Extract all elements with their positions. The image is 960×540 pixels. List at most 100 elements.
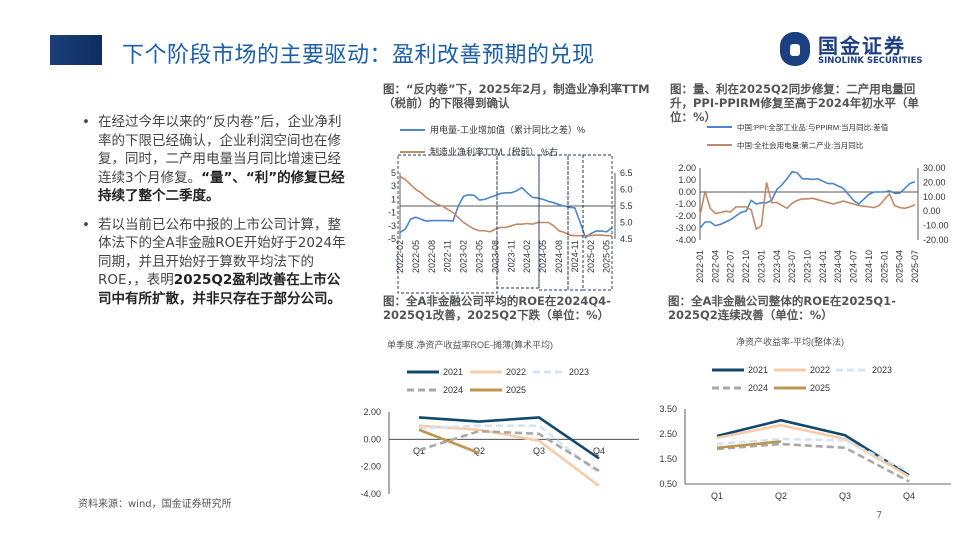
series-line-2025 [716, 440, 782, 450]
bullet-list: 在经过今年以来的“反内卷”后，企业净利率的下限已经确认，企业利润空间也在修复，同… [78, 113, 350, 318]
y-tick-label: -1.00 [675, 199, 696, 209]
y-tick-label: -3.00 [675, 223, 696, 233]
x-tick-label: Q2 [473, 446, 485, 456]
x-tick-label: 2024-07 [849, 250, 859, 283]
page-number: 7 [876, 510, 883, 521]
x-tick-label: 2023-05 [475, 240, 485, 273]
series-line-2024 [716, 442, 910, 483]
chart1-title: 图：“反内卷”下，2025年2月，制造业净利率TTM（税前）的下限得到确认 [383, 82, 650, 110]
series-line-1 [399, 175, 612, 237]
logo-text-en: SINOLINK SECURITIES [818, 56, 923, 66]
y-tick-label: 2.00 [363, 407, 381, 417]
series-line-2022 [716, 423, 910, 478]
legend-label: 2021 [748, 365, 768, 375]
series-line-2025 [418, 428, 480, 455]
bullet-bold-text: 2025Q2盈利改善在上市公司中有所扩散，并非只存在于部分公司。 [98, 272, 341, 307]
y-tick-label: 1.00 [678, 175, 696, 185]
chart2-title: 图：量、利在2025Q2同步修复：二产用电量回升，PPI-PPIRM修复至高于2… [670, 82, 919, 124]
y-tick-label: 3 [391, 181, 396, 191]
x-tick-label: 2024-02 [522, 240, 532, 273]
y2-tick-label: 10.00 [923, 192, 946, 202]
y-tick-label: -4.00 [675, 235, 696, 245]
x-tick-label: 2023-02 [459, 240, 469, 273]
y2-tick-label: 5.5 [620, 201, 633, 211]
legend-label: 2025 [506, 385, 526, 395]
legend-label: 中国:全社会用电量:第二产业:当月同比 [737, 140, 864, 150]
series-line-0 [699, 170, 916, 229]
y-tick-label: 1 [391, 194, 396, 204]
series-line-2021 [418, 416, 600, 460]
x-tick-label: 2025-02 [586, 240, 596, 273]
annotation-box [582, 154, 613, 291]
chart3-title: 图：全A非金融公司平均的ROE在2024Q4-2025Q1改善，2025Q2下跌… [383, 294, 611, 322]
annotation-box [496, 154, 540, 289]
x-tick-label: 2025-07 [910, 250, 920, 283]
x-tick-label: 2025-05 [602, 240, 612, 273]
y2-tick-label: 4.5 [620, 234, 633, 244]
y-tick-label: 0.00 [363, 434, 381, 444]
bullet-text: 若以当前已公布中报的上市公司计算，整体法下的全A非金融ROE开始好于2024年同… [98, 216, 346, 289]
series-line-2024 [418, 429, 600, 472]
bullet-bold-text: “量”、“利”的修复已经持续了整个二季度。 [98, 169, 345, 205]
y-tick-label: -3 [388, 221, 396, 231]
bullet-item: 在经过今年以来的“反内卷”后，企业净利率的下限已经确认，企业利润空间也在修复，同… [78, 113, 350, 206]
x-tick-label: Q3 [839, 491, 851, 501]
x-tick-label: 2025-01 [879, 250, 889, 283]
legend-label: 2024 [443, 385, 463, 395]
x-tick-label: Q2 [775, 491, 787, 501]
legend-label: 用电量-工业增加值（累计同比之差）% [430, 124, 585, 135]
x-tick-label: 2024-04 [833, 250, 843, 283]
legend-label: 2025 [810, 383, 830, 393]
y-tick-label: 5 [391, 168, 396, 178]
chart-subtitle: 净资产收益率-平均(整体法) [736, 336, 844, 347]
y-tick-label: -2.00 [675, 211, 696, 221]
series-line-0 [399, 186, 613, 239]
bullet-item: 若以当前已公布中报的上市公司计算，整体法下的全A非金融ROE开始好于2024年同… [78, 216, 350, 309]
x-tick-label: 2022-02 [395, 240, 405, 273]
x-tick-label: 2023-10 [803, 250, 813, 283]
legend-label: 2023 [872, 365, 892, 375]
bullet-text: 在经过今年以来的“反内卷”后，企业净利率的下限已经确认，企业利润空间也在修复，同… [98, 114, 342, 186]
legend-label: 2022 [506, 367, 526, 377]
x-tick-label: 2022-04 [710, 250, 720, 283]
y2-tick-label: 6.5 [620, 168, 633, 178]
x-tick-label: 2024-08 [554, 240, 564, 273]
y2-tick-label: 6.0 [620, 185, 633, 195]
y-tick-label: -4.00 [360, 489, 381, 499]
y2-tick-label: -10.00 [923, 221, 949, 231]
x-tick-label: 2025-04 [895, 250, 905, 283]
y-tick-label: 2.50 [659, 429, 677, 439]
x-tick-label: 2022-07 [726, 250, 736, 283]
y-tick-label: 1.50 [659, 454, 677, 464]
x-tick-label: 2024-05 [538, 240, 548, 273]
company-logo: 国金证券 SINOLINK SECURITIES [780, 30, 945, 70]
x-tick-label: Q1 [711, 491, 723, 501]
series-line-1 [699, 182, 916, 231]
x-tick-label: 2023-07 [787, 250, 797, 283]
page-title: 下个阶段市场的主要驱动：盈利改善预期的兑现 [122, 43, 595, 68]
x-tick-label: Q3 [533, 446, 545, 456]
y2-tick-label: 5.0 [620, 218, 633, 228]
y2-tick-label: 20.00 [923, 177, 946, 187]
series-line-2021 [716, 418, 910, 477]
legend-label: 制造业净利率TTM（税前） %右 [430, 146, 558, 157]
chart-subtitle: 单季度.净资产收益率ROE-摊薄(算术平均) [387, 339, 553, 350]
x-tick-label: 2024-10 [864, 250, 874, 283]
series-line-2022 [418, 424, 600, 487]
title-accent-block [50, 35, 102, 65]
x-tick-label: Q4 [903, 491, 915, 501]
x-tick-label: 2023-08 [490, 240, 500, 273]
y-tick-label: 0.00 [678, 187, 696, 197]
y-tick-label: 2.00 [678, 163, 696, 173]
y-tick-label: 0.50 [659, 479, 677, 489]
y-tick-label: -5 [388, 234, 396, 244]
y-tick-label: -1 [388, 208, 396, 218]
legend-label: 中国:PPI:全部工业品:与PPIRM:当月同比:差值 [737, 122, 889, 132]
x-tick-label: 2024-01 [818, 250, 828, 283]
legend-label: 2024 [748, 383, 768, 393]
logo-text-cn: 国金证券 [818, 34, 906, 58]
chart4-title: 图：全A非金融公司整体的ROE在2025Q1-2025Q2连续改善（单位：%） [668, 294, 896, 322]
series-line-2023 [418, 424, 600, 475]
legend-label: 2022 [810, 365, 830, 375]
